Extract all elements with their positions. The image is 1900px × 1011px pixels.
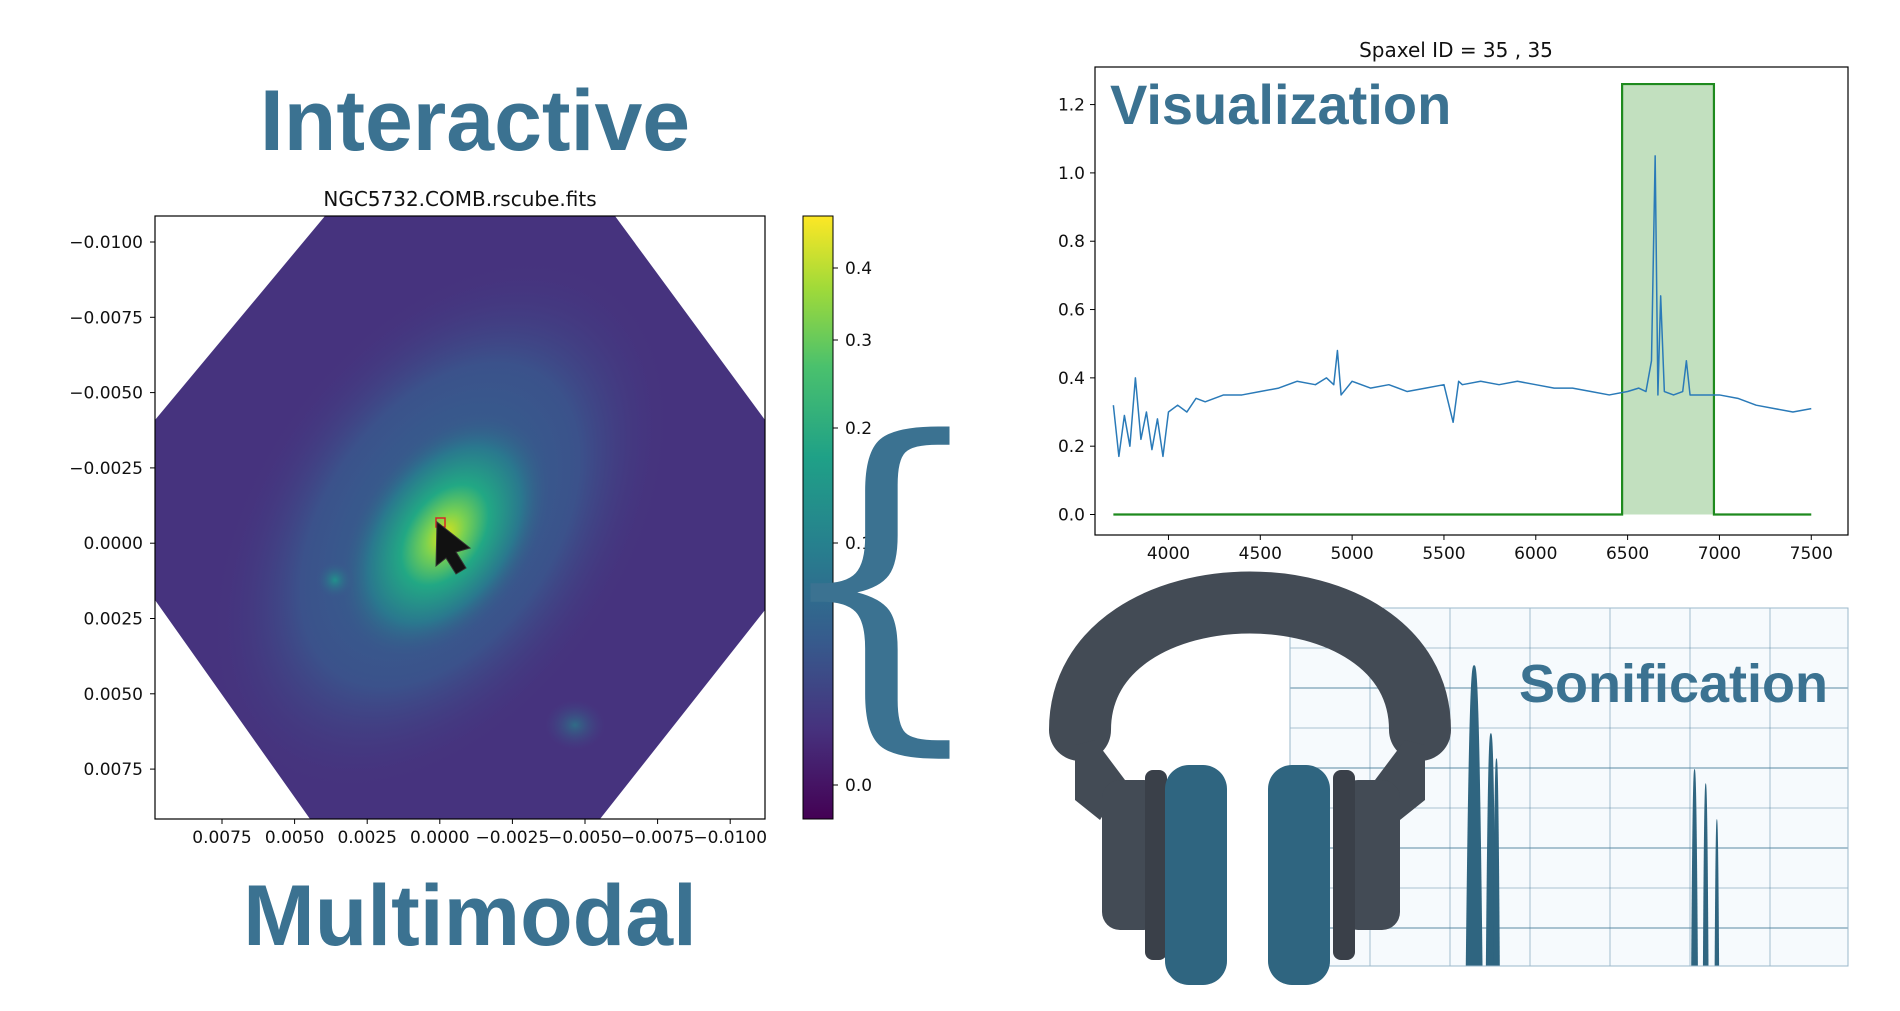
sonification-peak: [1493, 758, 1500, 966]
halpha-window-fill: [1622, 84, 1714, 515]
colorbar-tick-label: 0.2: [845, 419, 872, 439]
sonification-label: Sonification: [1519, 654, 1828, 714]
spectrum-y-tick-label: 0.2: [1058, 437, 1085, 457]
spectrum-y-tick-label: 0.4: [1058, 369, 1085, 389]
spectrum-title: Spaxel ID = 35 , 35: [1359, 38, 1553, 62]
spectrum-x-tick-label: 4500: [1239, 544, 1282, 564]
sonification-peak: [1702, 783, 1709, 966]
image-x-tick-label: −0.0075: [621, 828, 695, 848]
image-panel-title: NGC5732.COMB.rscube.fits: [323, 187, 596, 211]
image-y-tick-label: −0.0025: [69, 459, 143, 479]
image-x-tick-label: 0.0000: [410, 828, 469, 848]
image-x-tick-label: −0.0025: [476, 828, 550, 848]
spectrum-y-tick-label: 0.6: [1058, 301, 1085, 321]
image-y-tick-label: −0.0075: [69, 308, 143, 328]
colorbar-tick-label: 0.4: [845, 259, 872, 279]
sonification-peak: [1485, 733, 1496, 966]
image-x-tick-label: −0.0050: [548, 828, 622, 848]
colorbar-tick-label: 0.1: [845, 534, 872, 554]
brace-symbol: {: [765, 366, 994, 785]
cursor-arrow-icon: [435, 520, 472, 575]
image-x-axis: 0.0075 0.0050 0.0025 0.0000 −0.0025−0.0050−0…: [192, 819, 767, 848]
spectrum-y-tick-label: 0.8: [1058, 232, 1085, 252]
colorbar: 0.4 0.3 0.2 0.1 0.0: [802, 215, 872, 820]
filter-window-line: [1113, 82, 1812, 516]
sonification-peak: [1691, 769, 1698, 966]
spectrum-x-tick-label: 4000: [1147, 544, 1190, 564]
spectrum-axes-frame: [1094, 66, 1849, 536]
image-x-tick-label: −0.0100: [693, 828, 767, 848]
spectrum-x-tick-label: 7000: [1698, 544, 1741, 564]
heading-multimodal: Multimodal: [243, 868, 697, 964]
spectrum-x-axis: 4000 4500 5000 5500 6000 6500 7000 7500: [1147, 535, 1833, 564]
colorbar-tick-label: 0.3: [845, 331, 872, 351]
image-y-tick-label: 0.0000: [84, 534, 143, 554]
image-x-tick-label: 0.0050: [265, 828, 324, 848]
visualization-label: Visualization: [1110, 73, 1451, 136]
spectrum-x-tick-label: 5000: [1330, 544, 1373, 564]
sonification-peak: [1465, 665, 1483, 966]
image-y-tick-label: 0.0025: [84, 610, 143, 630]
sonification-peak: [1714, 819, 1720, 966]
image-panel: NGC5732.COMB.rscube.fits −0.0100−0.0075−…: [69, 187, 767, 848]
headphones-icon: [1049, 571, 1451, 985]
spectrum-y-axis: 0.0 0.2 0.4 0.6 0.8 1.0 1.2: [1058, 96, 1095, 526]
image-y-tick-label: 0.0075: [84, 760, 143, 780]
heading-interactive: Interactive: [260, 73, 690, 169]
spectrum-x-tick-label: 7500: [1790, 544, 1833, 564]
spectrum-x-tick-label: 5500: [1422, 544, 1465, 564]
image-y-tick-label: −0.0050: [69, 384, 143, 404]
spectrum-chart: Spaxel ID = 35 , 35 4000 4500 5000 5500 6000…: [1058, 38, 1849, 564]
spectrum-line: [1112, 155, 1812, 458]
spectrum-y-tick-label: 1.0: [1058, 164, 1085, 184]
image-x-tick-label: 0.0075: [192, 828, 251, 848]
colorbar-tick-label: 0.0: [845, 776, 872, 796]
spectrum-x-tick-label: 6000: [1514, 544, 1557, 564]
image-y-tick-label: 0.0050: [84, 685, 143, 705]
sonification-waveform: [1465, 665, 1720, 966]
spectrum-y-tick-label: 0.0: [1058, 506, 1085, 526]
image-y-tick-label: −0.0100: [69, 233, 143, 253]
spectrum-y-tick-label: 1.2: [1058, 96, 1085, 116]
spectrum-x-tick-label: 6500: [1606, 544, 1649, 564]
image-x-tick-label: 0.0025: [337, 828, 396, 848]
image-y-axis: −0.0100 −0.0075 −0.0050 −0.0025 0.0000 0.0025…: [69, 233, 155, 780]
